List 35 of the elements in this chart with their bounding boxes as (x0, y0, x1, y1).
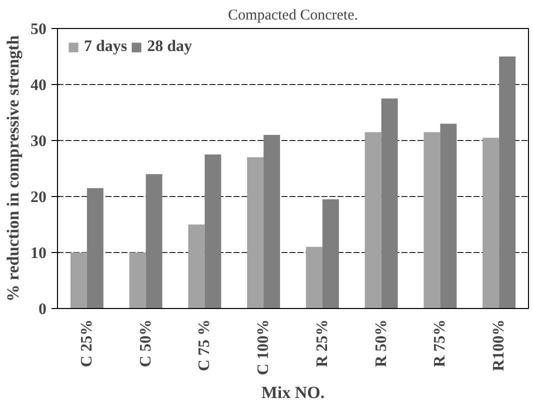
bar (424, 132, 440, 308)
bar (204, 154, 222, 308)
bar (364, 132, 382, 308)
x-tick-label: C 75 % (196, 319, 214, 372)
bar (499, 56, 516, 308)
x-axis-title: Mix NO. (261, 383, 325, 402)
bar (247, 157, 264, 308)
legend-label: 28 day (147, 38, 192, 56)
bar (264, 134, 280, 308)
x-tick-label: C 25% (78, 319, 96, 368)
legend-label: 7 days (84, 38, 128, 56)
x-tick-label: C 100% (255, 319, 272, 376)
x-tick-label: C 50% (137, 319, 154, 368)
x-tick-label: R 75% (432, 319, 449, 368)
x-tick-label: R 25% (314, 319, 331, 368)
y-tick-label: 50 (30, 21, 46, 38)
bar (322, 199, 339, 308)
bar (482, 138, 500, 308)
y-tick-label: 40 (30, 77, 46, 94)
bar (381, 98, 398, 308)
bar (70, 252, 87, 308)
bar (440, 124, 457, 308)
bar (86, 188, 104, 308)
bar (188, 224, 205, 308)
bar (146, 174, 162, 308)
y-tick-label: 30 (30, 133, 46, 150)
y-tick-label: 0 (38, 301, 46, 318)
chart-title: Compacted Concrete. (228, 8, 358, 24)
bar (129, 252, 146, 308)
y-tick-label: 20 (30, 189, 46, 206)
x-tick-label: R 50% (372, 319, 390, 368)
y-tick-label: 10 (30, 245, 46, 262)
x-tick-label: R100% (490, 319, 508, 372)
y-axis-title: % reduction in compressive strength (4, 34, 22, 302)
bar (306, 246, 322, 308)
